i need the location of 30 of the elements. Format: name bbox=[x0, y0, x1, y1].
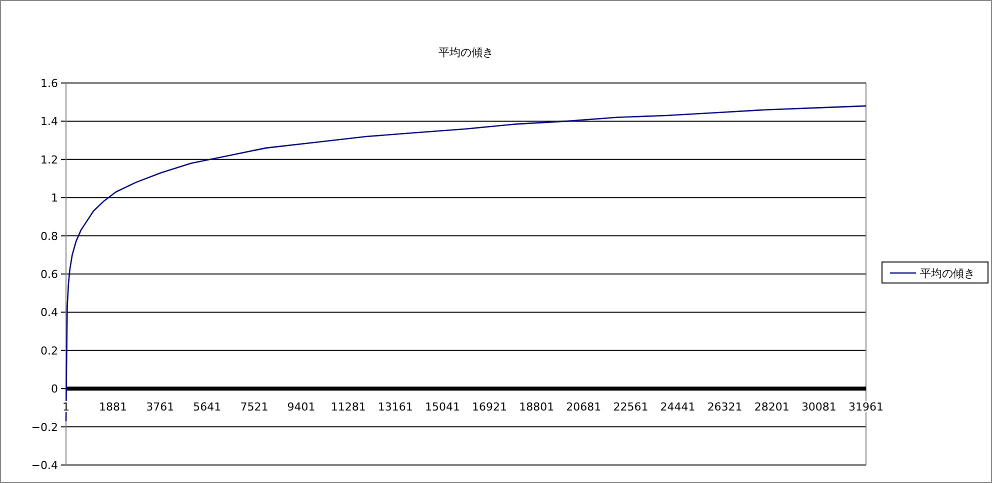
x-tick-label: 5641 bbox=[193, 400, 222, 414]
x-tick-label: 15041 bbox=[424, 400, 460, 414]
y-tick-label: 0.2 bbox=[40, 344, 58, 358]
y-tick-label: 1.6 bbox=[40, 77, 58, 90]
x-tick-label: 16921 bbox=[472, 400, 508, 414]
y-tick-label: 1.4 bbox=[40, 115, 58, 128]
x-tick-label: 3761 bbox=[146, 400, 174, 414]
y-tick-label: −0.4 bbox=[31, 459, 58, 472]
x-tick-label: 30081 bbox=[801, 400, 836, 414]
x-tick-label: 18801 bbox=[519, 400, 554, 414]
y-tick-label: 1 bbox=[51, 192, 58, 205]
x-tick-label: 7521 bbox=[240, 400, 268, 414]
x-tick-label: 28201 bbox=[754, 400, 790, 414]
legend-label: 平均の傾き bbox=[920, 267, 975, 280]
x-tick-label: 26321 bbox=[707, 400, 742, 414]
x-tick-label: 24441 bbox=[660, 400, 696, 414]
y-tick-label: −0.2 bbox=[31, 420, 58, 434]
y-tick-label: 0.4 bbox=[40, 306, 58, 320]
y-tick-label: 0.8 bbox=[40, 230, 58, 243]
y-tick-label: 1.2 bbox=[40, 153, 58, 166]
x-tick-label: 9401 bbox=[287, 400, 316, 414]
y-tick-label: 0.6 bbox=[40, 268, 58, 281]
x-tick-label: 31961 bbox=[848, 400, 884, 414]
chart-title: 平均の傾き bbox=[438, 46, 494, 59]
y-tick-label: 0 bbox=[51, 382, 58, 396]
x-tick-label: 22561 bbox=[613, 400, 648, 414]
x-tick-label: 13161 bbox=[378, 400, 413, 414]
x-tick-label: 20681 bbox=[566, 400, 602, 414]
x-tick-label: 11281 bbox=[330, 400, 366, 414]
x-tick-label: 1881 bbox=[99, 400, 128, 414]
